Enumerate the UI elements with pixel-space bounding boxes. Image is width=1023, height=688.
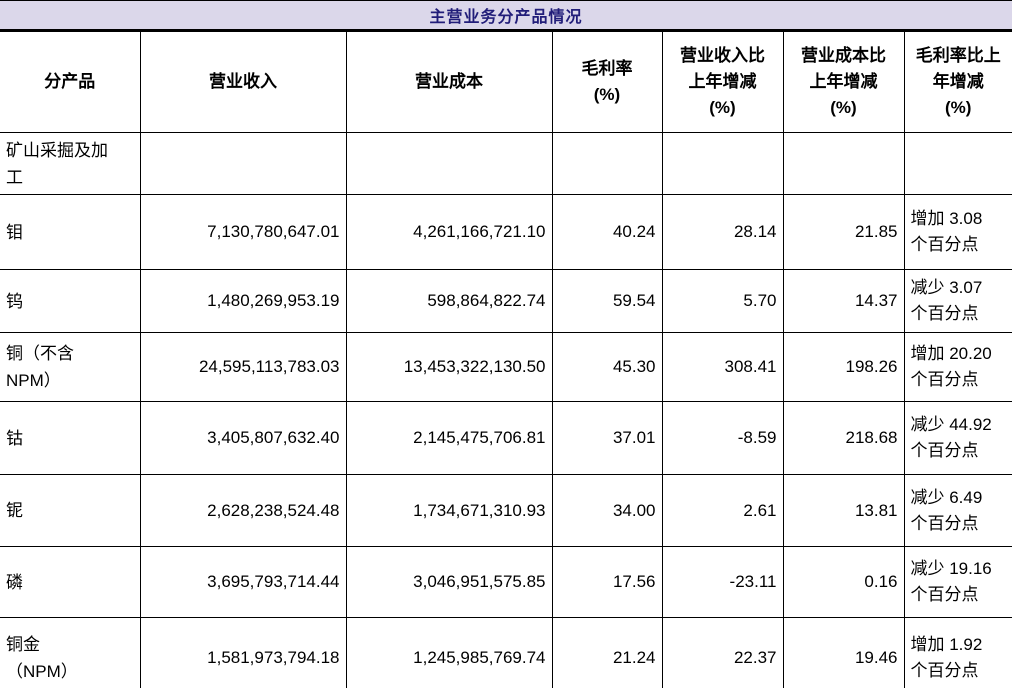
cell-product: 磷 — [0, 546, 141, 618]
cell-cost: 13,453,322,130.50 — [346, 332, 553, 402]
cell-cost-yoy: 218.68 — [783, 401, 905, 475]
cell-cost-yoy: 19.46 — [783, 617, 905, 688]
cell-product: 铜（不含 NPM） — [0, 332, 141, 402]
cell-cost-yoy — [783, 132, 905, 195]
cell-product: 钨 — [0, 269, 141, 333]
cell-revenue: 3,405,807,632.40 — [140, 401, 347, 475]
cell-gross-margin — [552, 132, 663, 195]
header-cost-yoy: 营业成本比 上年增减 (%) — [783, 30, 905, 133]
cell-revenue: 3,695,793,714.44 — [140, 546, 347, 618]
table-row-phosphorus: 磷 3,695,793,714.44 3,046,951,575.85 17.5… — [0, 546, 1012, 618]
cell-cost: 1,245,985,769.74 — [346, 617, 553, 688]
cell-margin-yoy: 增加 3.08 个百分点 — [904, 194, 1012, 270]
header-product: 分产品 — [0, 30, 141, 133]
cell-product: 矿山采掘及加 工 — [0, 132, 141, 195]
header-gross-margin: 毛利率 (%) — [552, 30, 663, 133]
cell-gross-margin: 40.24 — [552, 194, 663, 270]
cell-margin-yoy — [904, 132, 1012, 195]
cell-revenue-yoy: 308.41 — [662, 332, 784, 402]
header-revenue-yoy: 营业收入比 上年增减 (%) — [662, 30, 784, 133]
cell-product: 铌 — [0, 474, 141, 547]
cell-cost-yoy: 21.85 — [783, 194, 905, 270]
cell-margin-yoy: 减少 44.92 个百分点 — [904, 401, 1012, 475]
cell-cost: 4,261,166,721.10 — [346, 194, 553, 270]
cell-cost: 2,145,475,706.81 — [346, 401, 553, 475]
table-title: 主营业务分产品情况 — [429, 9, 583, 26]
cell-product: 铜金 （NPM） — [0, 617, 141, 688]
table-row-copper-gold-npm: 铜金 （NPM） 1,581,973,794.18 1,245,985,769.… — [0, 617, 1012, 688]
table-row-cobalt: 钴 3,405,807,632.40 2,145,475,706.81 37.0… — [0, 401, 1012, 475]
header-margin-yoy: 毛利率比上 年增减 (%) — [904, 30, 1012, 133]
cell-cost: 3,046,951,575.85 — [346, 546, 553, 618]
cell-cost-yoy: 198.26 — [783, 332, 905, 402]
cell-revenue-yoy — [662, 132, 784, 195]
cell-product: 钴 — [0, 401, 141, 475]
cell-cost-yoy: 13.81 — [783, 474, 905, 547]
cell-gross-margin: 45.30 — [552, 332, 663, 402]
cell-cost — [346, 132, 553, 195]
cell-revenue-yoy: 2.61 — [662, 474, 784, 547]
header-revenue: 营业收入 — [140, 30, 347, 133]
cell-revenue: 1,581,973,794.18 — [140, 617, 347, 688]
cell-margin-yoy: 减少 3.07 个百分点 — [904, 269, 1012, 333]
table-row-niobium: 铌 2,628,238,524.48 1,734,671,310.93 34.0… — [0, 474, 1012, 547]
cell-cost: 598,864,822.74 — [346, 269, 553, 333]
cell-revenue: 7,130,780,647.01 — [140, 194, 347, 270]
table-row-mining-segment: 矿山采掘及加 工 — [0, 132, 1012, 195]
cell-revenue: 24,595,113,783.03 — [140, 332, 347, 402]
cell-revenue-yoy: -23.11 — [662, 546, 784, 618]
cell-revenue-yoy: 22.37 — [662, 617, 784, 688]
cell-gross-margin: 17.56 — [552, 546, 663, 618]
product-breakdown-table: 分产品 营业收入 营业成本 毛利率 (%) 营业收入比 上年增减 (%) 营业成… — [0, 29, 1012, 688]
cell-gross-margin: 21.24 — [552, 617, 663, 688]
cell-gross-margin: 59.54 — [552, 269, 663, 333]
cell-revenue: 2,628,238,524.48 — [140, 474, 347, 547]
cell-margin-yoy: 增加 20.20 个百分点 — [904, 332, 1012, 402]
table-title-bar: 主营业务分产品情况 — [0, 0, 1012, 29]
cell-revenue-yoy: 28.14 — [662, 194, 784, 270]
cell-product: 钼 — [0, 194, 141, 270]
cell-cost-yoy: 0.16 — [783, 546, 905, 618]
cell-margin-yoy: 增加 1.92 个百分点 — [904, 617, 1012, 688]
table-row-molybdenum: 钼 7,130,780,647.01 4,261,166,721.10 40.2… — [0, 194, 1012, 270]
cell-margin-yoy: 减少 6.49 个百分点 — [904, 474, 1012, 547]
cell-revenue: 1,480,269,953.19 — [140, 269, 347, 333]
cell-revenue-yoy: -8.59 — [662, 401, 784, 475]
cell-revenue-yoy: 5.70 — [662, 269, 784, 333]
cell-cost-yoy: 14.37 — [783, 269, 905, 333]
cell-gross-margin: 34.00 — [552, 474, 663, 547]
cell-margin-yoy: 减少 19.16 个百分点 — [904, 546, 1012, 618]
cell-revenue — [140, 132, 347, 195]
table-header-row: 分产品 营业收入 营业成本 毛利率 (%) 营业收入比 上年增减 (%) 营业成… — [0, 30, 1012, 133]
cell-gross-margin: 37.01 — [552, 401, 663, 475]
cell-cost: 1,734,671,310.93 — [346, 474, 553, 547]
header-cost: 营业成本 — [346, 30, 553, 133]
table-row-tungsten: 钨 1,480,269,953.19 598,864,822.74 59.54 … — [0, 269, 1012, 333]
table-row-copper-excl-npm: 铜（不含 NPM） 24,595,113,783.03 13,453,322,1… — [0, 332, 1012, 402]
